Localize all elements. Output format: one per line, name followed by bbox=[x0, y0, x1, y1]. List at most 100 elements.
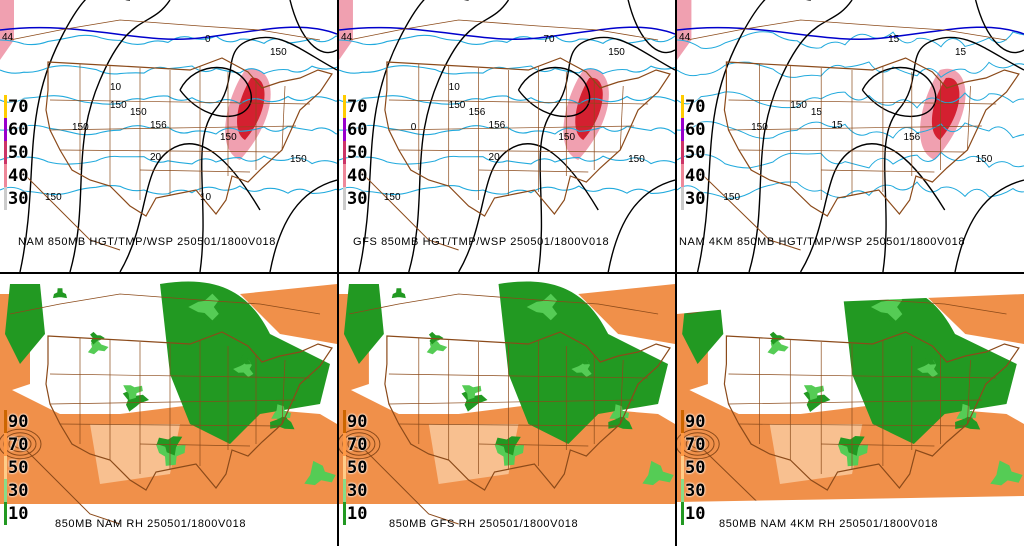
contour-label: 150 bbox=[72, 122, 89, 133]
rh-moist-cell bbox=[391, 288, 406, 299]
mexico-coast bbox=[19, 443, 121, 525]
legend-swatch bbox=[681, 118, 684, 141]
rh-dry-light bbox=[428, 424, 519, 484]
contour-label: 44 bbox=[2, 32, 14, 43]
state-line bbox=[388, 373, 649, 379]
panel-caption: NAM 4KM 850MB HGT/TMP/WSP 250501/1800V01… bbox=[679, 236, 966, 248]
state-line bbox=[728, 373, 997, 379]
swirl-ring bbox=[347, 435, 371, 453]
height-contour bbox=[627, 0, 675, 54]
state-line bbox=[139, 443, 251, 447]
legend-label: 70 bbox=[8, 435, 29, 455]
state-line bbox=[388, 125, 635, 131]
temperature-contour bbox=[677, 91, 1024, 109]
color-legend: 70 60 50 40 30 bbox=[343, 95, 383, 210]
legend-swatch bbox=[681, 502, 684, 525]
wind-shading-core bbox=[237, 77, 265, 140]
state-line bbox=[478, 169, 589, 173]
swirl-ring bbox=[339, 428, 381, 460]
temperature-contour bbox=[339, 185, 675, 196]
height-contour bbox=[696, 0, 811, 272]
wind-shading-corner bbox=[0, 0, 14, 60]
wind-shading-core bbox=[575, 77, 603, 140]
domain-mask-top bbox=[677, 274, 1024, 314]
contour-label: 44 bbox=[679, 32, 691, 43]
wind-shading-core bbox=[931, 77, 960, 140]
state-line bbox=[49, 399, 297, 405]
legend-label: 30 bbox=[347, 481, 368, 501]
color-legend: 70 60 50 40 30 bbox=[4, 95, 44, 210]
contour-label: 0 bbox=[411, 122, 417, 133]
rh-moist-cell bbox=[155, 444, 186, 466]
legend-swatch bbox=[4, 164, 7, 187]
legend-label: 70 bbox=[347, 97, 368, 117]
state-line bbox=[478, 443, 589, 447]
height-contour bbox=[269, 179, 337, 272]
contour-label: 150 bbox=[130, 107, 147, 118]
legend-swatch bbox=[343, 187, 346, 210]
contour-label: 150 bbox=[270, 47, 287, 58]
us-border bbox=[45, 57, 333, 217]
legend-label: 30 bbox=[347, 189, 368, 209]
swirl-ring bbox=[342, 432, 376, 456]
canada-lines bbox=[348, 293, 659, 315]
height-contour bbox=[607, 179, 675, 272]
legend-swatch bbox=[681, 410, 684, 433]
rh-moist-cell bbox=[233, 360, 254, 378]
legend-swatch bbox=[4, 433, 7, 456]
legend-label: 50 bbox=[685, 143, 706, 163]
rh-dry-light bbox=[769, 424, 863, 484]
contour-label: 150 bbox=[45, 192, 62, 203]
us-border bbox=[384, 331, 671, 491]
legend-swatch bbox=[343, 118, 346, 141]
us-border bbox=[723, 57, 1020, 217]
height-contour bbox=[199, 36, 337, 272]
legend-label: 70 bbox=[8, 97, 29, 117]
mexico-coast bbox=[358, 169, 459, 251]
state-line bbox=[388, 99, 649, 105]
swirl-ring bbox=[13, 439, 27, 449]
contour-label: 150 bbox=[976, 154, 993, 165]
contour-label: 156 bbox=[489, 120, 506, 131]
rh-moist-cell bbox=[188, 293, 219, 321]
rh-dry-region-ne bbox=[240, 284, 337, 344]
contour-label: 150 bbox=[384, 192, 401, 203]
contour-label: 150 bbox=[723, 192, 740, 203]
legend-swatch bbox=[343, 479, 346, 502]
color-legend: 70 60 50 40 30 bbox=[681, 95, 721, 210]
height-contour bbox=[974, 0, 1024, 54]
temperature-contour bbox=[677, 31, 1024, 49]
legend-label: 30 bbox=[8, 189, 29, 209]
legend-swatch bbox=[681, 456, 684, 479]
legend-label: 50 bbox=[685, 458, 706, 478]
temperature-contour bbox=[339, 65, 675, 75]
height-contour bbox=[69, 0, 171, 272]
legend-swatch bbox=[4, 187, 7, 210]
rh-dry-region-ne bbox=[578, 284, 675, 344]
legend-label: 70 bbox=[347, 435, 368, 455]
temperature-contour bbox=[0, 34, 337, 46]
panel-caption: 850MB NAM 4KM RH 250501/1800V018 bbox=[719, 518, 939, 530]
rh-dry-light bbox=[90, 424, 180, 484]
contour-label: 150 bbox=[110, 100, 127, 111]
horizontal-divider bbox=[0, 272, 1024, 274]
legend-swatch bbox=[4, 95, 7, 118]
panel-nam4km-hgt: 44 15 150 150 150 150 156 15 15 15 70 60 50 40 30 NAM 4… bbox=[677, 0, 1024, 272]
weather-map bbox=[339, 281, 675, 525]
weather-map bbox=[0, 281, 337, 525]
rh-moist-cell bbox=[837, 444, 869, 467]
rh-moist-cell bbox=[870, 293, 903, 321]
temperature-contour bbox=[677, 181, 1024, 199]
rh-moist-cell bbox=[156, 436, 183, 456]
temperature-contour bbox=[339, 34, 675, 46]
color-legend: 90 70 50 30 10 bbox=[4, 410, 44, 525]
legend-label: 50 bbox=[347, 143, 368, 163]
contour-label: 150 bbox=[290, 154, 307, 165]
weather-map bbox=[677, 274, 1024, 546]
height-contour bbox=[537, 36, 675, 272]
swirl-ring bbox=[8, 435, 32, 453]
contour-label: 70 bbox=[543, 34, 555, 45]
map-layer: 44 15 150 150 150 150 156 15 15 15 bbox=[677, 0, 1024, 272]
